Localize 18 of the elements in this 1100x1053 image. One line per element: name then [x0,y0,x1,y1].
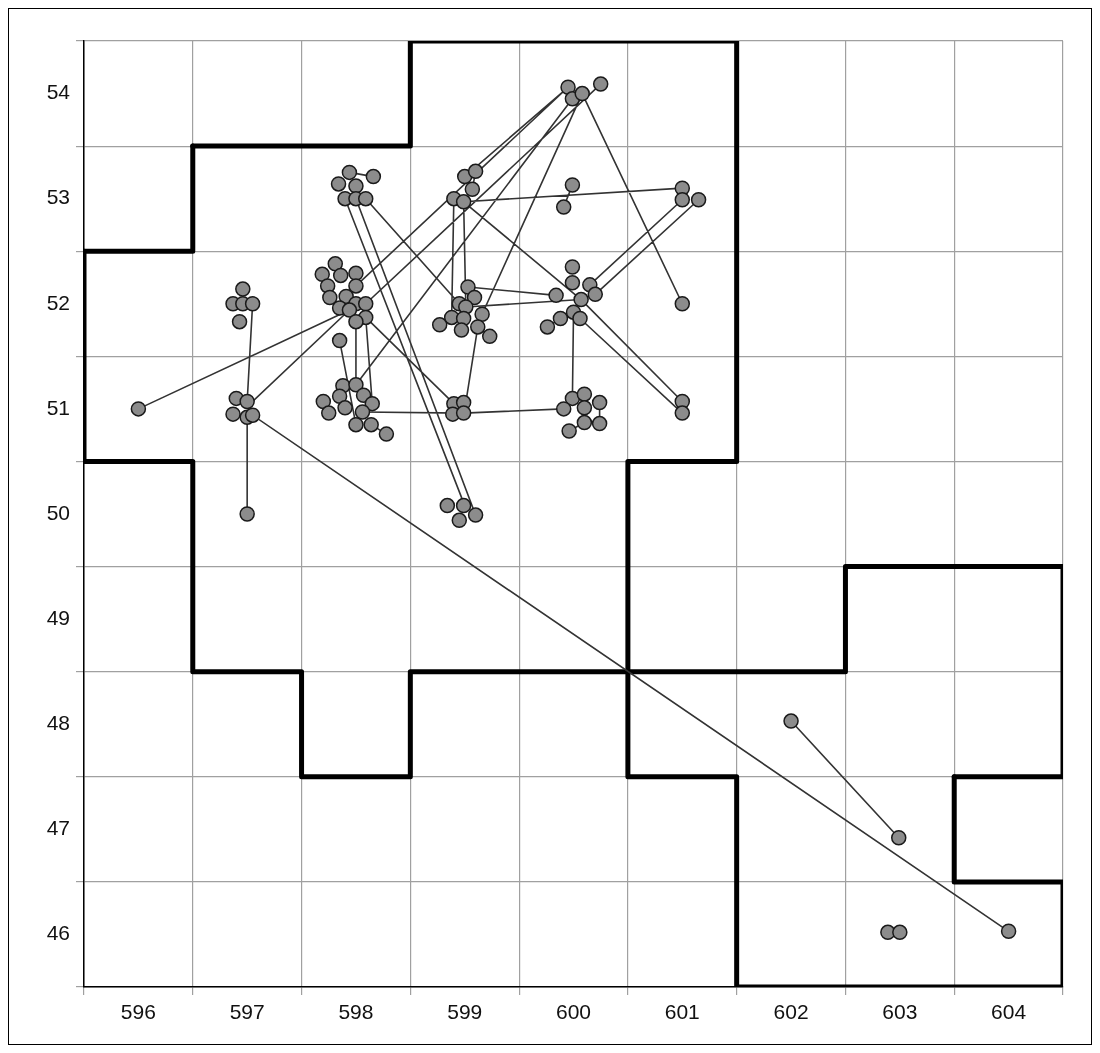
x-tick-label: 604 [991,1000,1027,1024]
y-tick-label: 46 [46,921,70,945]
x-tick-label: 597 [229,1000,265,1024]
y-tick-label: 54 [46,80,71,104]
x-tick-label: 600 [555,1000,592,1024]
x-tick-label: 599 [447,1000,483,1024]
x-tick-label: 596 [120,1000,156,1024]
y-tick-label: 47 [46,816,70,840]
x-tick-label: 602 [773,1000,809,1024]
y-tick-label: 48 [46,711,70,735]
y-tick-label: 52 [46,290,70,314]
y-tick-label: 50 [46,500,70,524]
y-tick-label: 49 [46,605,70,629]
x-tick-label: 603 [882,1000,918,1024]
y-tick-label: 53 [46,185,70,209]
x-tick-label: 598 [338,1000,374,1024]
y-tick-label: 51 [46,395,70,419]
x-tick-label: 601 [664,1000,700,1024]
